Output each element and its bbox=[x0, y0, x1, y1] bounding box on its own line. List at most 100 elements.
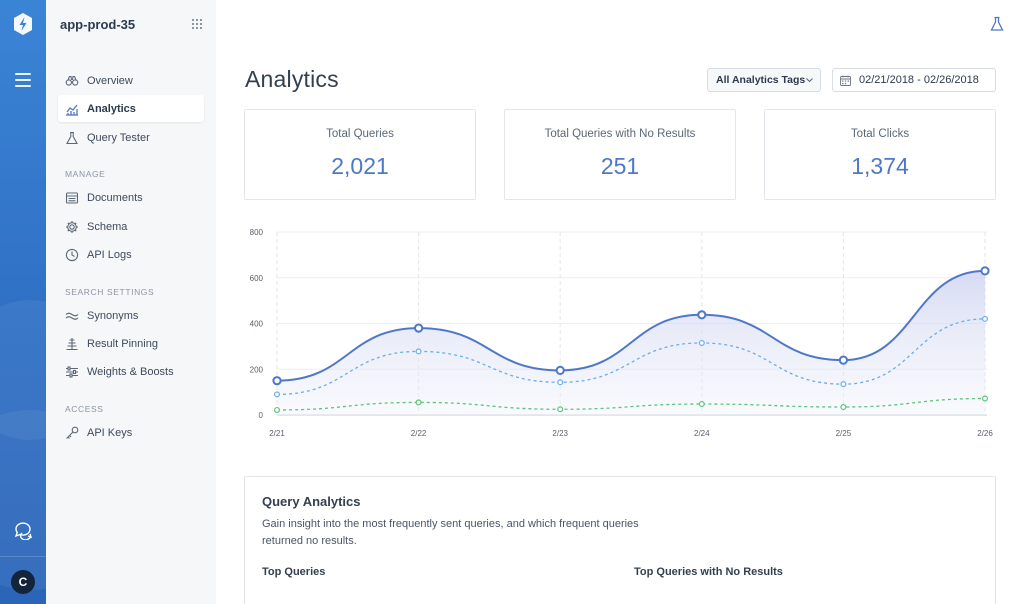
sidebar-item-result-pinning[interactable]: Result Pinning bbox=[58, 330, 204, 357]
top-queries-heading: Top Queries bbox=[262, 566, 326, 578]
calendar-icon bbox=[840, 75, 851, 86]
data-point bbox=[981, 395, 988, 402]
sliders-icon bbox=[66, 365, 78, 378]
y-tick-label: 400 bbox=[250, 320, 264, 329]
query-analytics-card: Query Analytics Gain insight into the mo… bbox=[244, 476, 996, 604]
sidebar: app-prod-35 Overview Analytics Query Tes… bbox=[46, 0, 216, 604]
rail-decoration bbox=[0, 300, 46, 440]
sidebar-item-label: Synonyms bbox=[87, 309, 139, 322]
x-tick-label: 2/26 bbox=[977, 429, 993, 438]
sidebar-item-label: Schema bbox=[87, 220, 128, 233]
data-point bbox=[698, 401, 705, 408]
analytics-tags-dropdown[interactable]: All Analytics Tags bbox=[707, 68, 821, 92]
data-point bbox=[273, 391, 280, 398]
sidebar-item-synonyms[interactable]: Synonyms bbox=[58, 302, 204, 329]
x-tick-label: 2/23 bbox=[552, 429, 568, 438]
rail-decoration bbox=[0, 410, 46, 590]
data-point bbox=[415, 348, 422, 355]
stat-label: Total Queries with No Results bbox=[544, 128, 696, 140]
date-range-picker[interactable]: 02/21/2018 - 02/26/2018 bbox=[832, 68, 996, 92]
query-analytics-description: Gain insight into the most frequently se… bbox=[262, 518, 639, 547]
sidebar-item-api-keys[interactable]: API Keys bbox=[58, 419, 204, 446]
series-line bbox=[276, 318, 986, 396]
rail-divider bbox=[0, 556, 46, 557]
hamburger-menu-icon[interactable] bbox=[15, 73, 31, 87]
main-content: Analytics All Analytics Tags 02/21/2018 … bbox=[216, 0, 1024, 604]
pin-icon bbox=[66, 337, 78, 350]
analytics-chart-icon bbox=[66, 104, 78, 116]
sidebar-item-analytics[interactable]: Analytics bbox=[58, 95, 204, 122]
data-point bbox=[557, 406, 564, 413]
data-point bbox=[698, 339, 705, 346]
stat-card-total-clicks: Total Clicks 1,374 bbox=[764, 109, 996, 200]
binoculars-icon bbox=[65, 75, 79, 86]
data-point bbox=[838, 355, 849, 365]
page-title: Analytics bbox=[245, 66, 339, 92]
stat-value: 1,374 bbox=[851, 153, 909, 179]
chevron-down-icon bbox=[806, 78, 813, 83]
sidebar-item-weights-boosts[interactable]: Weights & Boosts bbox=[58, 358, 204, 385]
sidebar-item-documents[interactable]: Documents bbox=[58, 184, 204, 211]
analytics-line-chart: 800 600 400 200 0 2/21 2/22 2/23 2/24 2/25 2/26 bbox=[250, 228, 994, 438]
x-tick-label: 2/22 bbox=[411, 429, 427, 438]
section-title-access: ACCESS bbox=[65, 404, 104, 414]
stat-label: Total Clicks bbox=[850, 128, 910, 140]
data-point bbox=[980, 266, 990, 276]
x-tick-label: 2/24 bbox=[694, 429, 710, 438]
user-avatar[interactable]: C bbox=[11, 570, 35, 594]
sidebar-item-label: Documents bbox=[87, 191, 143, 204]
chat-icon[interactable] bbox=[13, 520, 33, 540]
series-line bbox=[276, 269, 986, 382]
data-point bbox=[697, 310, 707, 320]
bolt-logo-icon[interactable] bbox=[12, 12, 34, 36]
x-tick-label: 2/25 bbox=[836, 429, 852, 438]
sidebar-item-label: Analytics bbox=[87, 102, 136, 115]
data-point bbox=[981, 315, 988, 322]
data-point bbox=[557, 379, 564, 386]
y-tick-label: 0 bbox=[259, 411, 264, 420]
wave-icon bbox=[65, 312, 79, 320]
data-point bbox=[415, 399, 422, 406]
key-icon bbox=[66, 426, 79, 439]
app-rail: C bbox=[0, 0, 46, 604]
sidebar-item-label: API Logs bbox=[87, 248, 132, 261]
y-tick-label: 600 bbox=[250, 274, 264, 283]
sidebar-item-label: API Keys bbox=[87, 426, 133, 439]
section-title-search-settings: SEARCH SETTINGS bbox=[65, 287, 155, 297]
stat-label: Total Queries bbox=[326, 128, 394, 140]
sidebar-item-overview[interactable]: Overview bbox=[58, 67, 204, 94]
stat-card-total-queries: Total Queries 2,021 bbox=[244, 109, 476, 200]
stat-value: 2,021 bbox=[331, 153, 389, 179]
stat-card-no-results: Total Queries with No Results 251 bbox=[504, 109, 736, 200]
documents-icon bbox=[65, 191, 79, 204]
top-no-results-heading: Top Queries with No Results bbox=[634, 566, 783, 578]
section-title-manage: MANAGE bbox=[65, 169, 106, 179]
app-grid-icon[interactable] bbox=[192, 19, 202, 29]
sidebar-item-schema[interactable]: Schema bbox=[58, 213, 204, 240]
data-point bbox=[840, 403, 847, 410]
data-point bbox=[555, 365, 565, 375]
sidebar-item-api-logs[interactable]: API Logs bbox=[58, 241, 204, 268]
sidebar-item-label: Weights & Boosts bbox=[87, 365, 174, 378]
x-tick-label: 2/21 bbox=[269, 429, 285, 438]
data-point bbox=[272, 376, 282, 386]
stat-value: 251 bbox=[600, 153, 640, 179]
date-range-value: 02/21/2018 - 02/26/2018 bbox=[859, 74, 979, 86]
y-tick-label: 200 bbox=[250, 365, 264, 374]
y-tick-label: 800 bbox=[250, 228, 264, 237]
clock-icon bbox=[65, 248, 79, 261]
engine-name[interactable]: app-prod-35 bbox=[60, 17, 136, 32]
analytics-tags-value: All Analytics Tags bbox=[716, 74, 806, 86]
sidebar-item-label: Query Tester bbox=[87, 131, 150, 144]
flask-icon bbox=[66, 131, 78, 144]
gear-icon bbox=[66, 220, 78, 233]
flask-icon[interactable] bbox=[990, 16, 1004, 32]
sidebar-item-label: Overview bbox=[87, 74, 133, 87]
query-analytics-title: Query Analytics bbox=[262, 494, 361, 509]
sidebar-item-label: Result Pinning bbox=[87, 337, 158, 350]
series-line bbox=[276, 397, 986, 411]
data-point bbox=[273, 406, 280, 413]
data-point bbox=[414, 323, 424, 333]
sidebar-item-query-tester[interactable]: Query Tester bbox=[58, 124, 204, 151]
data-point bbox=[840, 381, 847, 388]
